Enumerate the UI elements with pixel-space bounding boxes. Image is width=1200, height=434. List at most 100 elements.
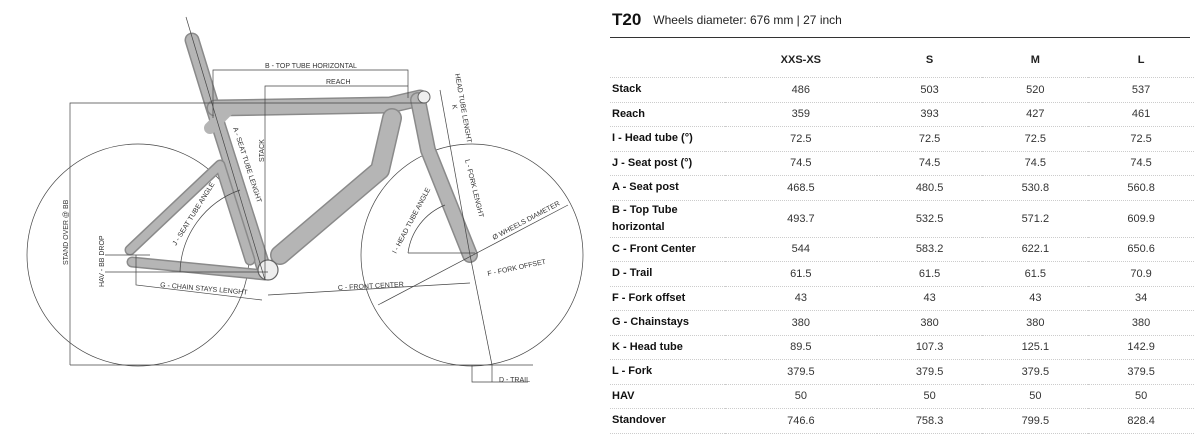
geometry-header: T20 Wheels diameter: 676 mm | 27 inch — [610, 0, 1190, 38]
row-label: B - Top Tube horizontal — [610, 199, 725, 237]
row-label: D - Trail — [610, 261, 725, 286]
cell-value: 50 — [725, 383, 877, 409]
cell-value: 74.5 — [725, 150, 877, 176]
table-row: HAV 50 50 50 50 — [610, 383, 1194, 409]
cell-value: 89.5 — [725, 334, 877, 360]
cell-value: 622.1 — [982, 236, 1089, 262]
row-label: A - Seat post — [610, 175, 725, 200]
model-name: T20 — [612, 9, 642, 29]
cell-value: 61.5 — [982, 261, 1089, 286]
cell-value: 746.6 — [725, 408, 877, 434]
label-head-tube-k: K — [450, 104, 458, 110]
cell-value: 43 — [876, 285, 983, 311]
cell-value: 468.5 — [725, 175, 877, 200]
size-header: L — [1137, 54, 1145, 66]
cell-value: 758.3 — [876, 408, 983, 434]
cell-value: 72.5 — [725, 126, 877, 151]
cell-value: 380 — [1088, 310, 1194, 335]
cell-value: 380 — [725, 310, 877, 335]
table-row: B - Top Tube horizontal 493.7 532.5 571.2 60… — [610, 199, 1194, 237]
label-fork-offset: F - FORK OFFSET — [487, 259, 547, 278]
cell-value: 50 — [876, 383, 983, 409]
cell-value: 359 — [725, 101, 877, 127]
label-top-tube-horizontal: B - TOP TUBE HORIZONTAL — [265, 63, 357, 70]
cell-value: 493.7 — [725, 199, 877, 237]
cell-value: 379.5 — [1088, 359, 1194, 384]
cell-value: 393 — [876, 101, 983, 127]
cell-value: 70.9 — [1088, 261, 1194, 286]
row-label: K - Head tube — [610, 334, 725, 360]
label-stack: STACK — [259, 139, 266, 162]
table-row: F - Fork offset 43 43 43 34 — [610, 285, 1194, 311]
label-wheels-diameter: Ø WHEELS DIAMETER — [492, 200, 562, 241]
label-chain-stays: G - CHAIN STAYS LENGHT — [160, 282, 249, 297]
cell-value: 537 — [1088, 77, 1194, 102]
table-row: D - Trail 61.5 61.5 61.5 70.9 — [610, 261, 1194, 286]
geometry-table: XXS-XS S M L Stack 486 503 520 537 Reach 359 39… — [610, 38, 1194, 434]
table-row: K - Head tube 89.5 107.3 125.1 142.9 — [610, 334, 1194, 360]
row-label: I - Head tube (°) — [610, 126, 725, 151]
bike-frame — [124, 32, 478, 281]
cell-value: 532.5 — [876, 199, 983, 237]
frame-geometry-diagram: B - TOP TUBE HORIZONTAL REACH HEAD TUBE … — [26, 16, 584, 384]
cell-value: 72.5 — [982, 126, 1089, 151]
geometry-panel: T20 Wheels diameter: 676 mm | 27 inch XX… — [610, 0, 1194, 434]
cell-value: 50 — [1088, 383, 1194, 409]
row-label: L - Fork — [610, 359, 725, 384]
cell-value: 380 — [876, 310, 983, 335]
cell-value: 379.5 — [725, 359, 877, 384]
cell-value: 43 — [982, 285, 1089, 311]
row-label: Stack — [610, 77, 725, 102]
cell-value: 61.5 — [725, 261, 877, 286]
cell-value: 503 — [876, 77, 983, 102]
size-header: S — [925, 54, 934, 66]
size-header-row: XXS-XS S M L — [610, 38, 1194, 78]
cell-value: 34 — [1088, 285, 1194, 311]
table-row: Standover 746.6 758.3 799.5 828.4 — [610, 408, 1194, 434]
cell-value: 379.5 — [876, 359, 983, 384]
cell-value: 544 — [725, 236, 877, 262]
cell-value: 799.5 — [982, 408, 1089, 434]
table-row: L - Fork 379.5 379.5 379.5 379.5 — [610, 359, 1194, 384]
table-row: A - Seat post 468.5 480.5 530.8 560.8 — [610, 175, 1194, 200]
cell-value: 650.6 — [1088, 236, 1194, 262]
cell-value: 583.2 — [876, 236, 983, 262]
cell-value: 461 — [1088, 101, 1194, 127]
cell-value: 50 — [982, 383, 1089, 409]
row-label: HAV — [610, 383, 725, 409]
row-label: J - Seat post (°) — [610, 150, 725, 176]
cell-value: 427 — [982, 101, 1089, 127]
table-row: Reach 359 393 427 461 — [610, 101, 1194, 127]
table-row: C - Front Center 544 583.2 622.1 650.6 — [610, 236, 1194, 262]
cell-value: 142.9 — [1088, 334, 1194, 360]
cell-value: 560.8 — [1088, 175, 1194, 200]
label-fork-length: L - FORK LENGHT — [463, 159, 484, 219]
row-label: F - Fork offset — [610, 285, 725, 311]
cell-value: 74.5 — [1088, 150, 1194, 176]
cell-value: 609.9 — [1088, 199, 1194, 237]
table-row: I - Head tube (°) 72.5 72.5 72.5 72.5 — [610, 126, 1194, 151]
cell-value: 43 — [725, 285, 877, 311]
row-label: C - Front Center — [610, 236, 725, 262]
label-head-tube-angle: I - HEAD TUBE ANGLE — [392, 187, 433, 255]
label-trail: D - TRAIL — [499, 377, 530, 384]
label-hav-bb-drop: HAV - BB DROP — [99, 235, 106, 287]
dimension-lines — [69, 16, 569, 383]
cell-value: 125.1 — [982, 334, 1089, 360]
label-stand-over: STAND OVER @ BB — [63, 199, 70, 265]
table-row: Stack 486 503 520 537 — [610, 77, 1194, 102]
cell-value: 74.5 — [876, 150, 983, 176]
cell-value: 74.5 — [982, 150, 1089, 176]
cell-value: 379.5 — [982, 359, 1089, 384]
cell-value: 480.5 — [876, 175, 983, 200]
row-label: Standover — [610, 408, 725, 434]
cell-value: 380 — [982, 310, 1089, 335]
cell-value: 530.8 — [982, 175, 1089, 200]
size-header: M — [1030, 54, 1040, 66]
cell-value: 828.4 — [1088, 408, 1194, 434]
size-header: XXS-XS — [780, 54, 822, 66]
cell-value: 72.5 — [876, 126, 983, 151]
table-row: G - Chainstays 380 380 380 380 — [610, 310, 1194, 335]
cell-value: 72.5 — [1088, 126, 1194, 151]
cell-value: 107.3 — [876, 334, 983, 360]
